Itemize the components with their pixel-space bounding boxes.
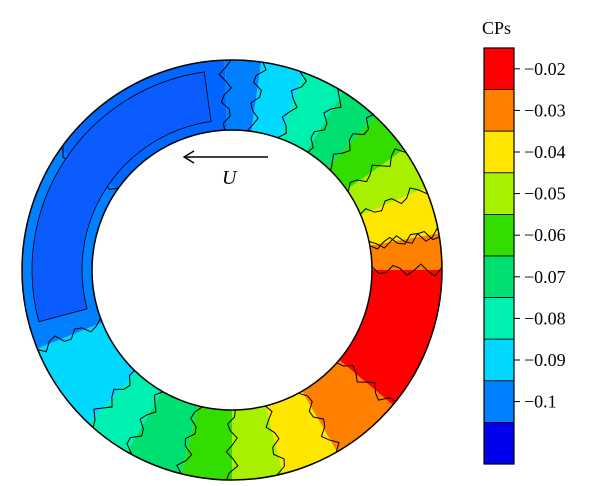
contour-band bbox=[306, 91, 376, 168]
contour-line bbox=[176, 406, 203, 475]
colorbar-swatch bbox=[483, 380, 515, 423]
contour-line bbox=[347, 148, 407, 193]
colorbar-tick-label: −0.06 bbox=[524, 225, 566, 245]
contour-band bbox=[346, 149, 426, 216]
colorbar-tick-label: −0.02 bbox=[524, 59, 566, 79]
colorbar-swatch bbox=[483, 213, 515, 257]
contour-core-band bbox=[31, 71, 212, 323]
contour-line bbox=[37, 318, 102, 353]
flow-arrow-head-icon bbox=[182, 150, 195, 164]
velocity-symbol-label: U bbox=[222, 167, 238, 189]
colorbar-tick-label: −0.09 bbox=[524, 350, 566, 370]
colorbar-tick-label: −0.08 bbox=[524, 308, 566, 328]
contour-band bbox=[369, 233, 442, 270]
contour-band bbox=[232, 405, 283, 480]
contour-line bbox=[298, 392, 340, 453]
colorbar-tick-label: −0.07 bbox=[524, 267, 566, 287]
contour-band bbox=[360, 187, 439, 246]
contour-band bbox=[251, 62, 304, 139]
colorbar-frame bbox=[483, 47, 515, 465]
colorbar-swatches bbox=[483, 47, 515, 465]
contour-band bbox=[279, 72, 344, 152]
contour-band bbox=[224, 60, 262, 132]
colorbar-tick-label: −0.05 bbox=[524, 184, 566, 204]
colorbar-swatch bbox=[483, 47, 515, 90]
contour-line bbox=[360, 187, 428, 215]
flow-direction-annotation: U bbox=[182, 150, 268, 189]
contour-line bbox=[371, 263, 443, 277]
colorbar-tick-label: −0.1 bbox=[524, 392, 557, 412]
contour-line bbox=[307, 88, 342, 153]
contour-band bbox=[181, 405, 232, 480]
colorbar-swatch bbox=[483, 89, 515, 132]
colorbar-ticks: −0.02 −0.03 −0.04 −0.05 −0.06 −0.07 −0.08 −0.09… bbox=[514, 59, 566, 412]
colorbar-tick-label: −0.04 bbox=[524, 142, 566, 162]
contour-line bbox=[225, 409, 239, 481]
colorbar-swatch bbox=[483, 172, 515, 215]
colorbar-tick-label: −0.03 bbox=[524, 100, 566, 120]
contour-band bbox=[339, 233, 443, 405]
colorbar-title: CPs bbox=[482, 18, 511, 38]
colorbar-swatch bbox=[483, 421, 515, 465]
contour-band bbox=[327, 116, 405, 190]
contour-line bbox=[369, 227, 439, 250]
contour-band bbox=[265, 391, 337, 474]
contour-line bbox=[330, 114, 374, 171]
contour-line bbox=[218, 59, 232, 131]
colorbar-swatch bbox=[483, 130, 515, 174]
colorbar-swatch bbox=[483, 255, 515, 298]
colorbar: CPs −0.02−0.03−0.04−0.05−0.06−0.07−0.08−… bbox=[482, 18, 566, 465]
contour-line bbox=[246, 62, 267, 132]
contour-band bbox=[88, 372, 162, 452]
contour-line bbox=[126, 391, 164, 455]
contour-band bbox=[127, 391, 199, 474]
ring-inner-boundary bbox=[91, 129, 373, 411]
contour-band bbox=[302, 359, 393, 452]
ring-outer-boundary bbox=[21, 59, 443, 481]
contour-line bbox=[336, 362, 397, 402]
contour-line bbox=[277, 70, 307, 139]
contour-line bbox=[368, 230, 440, 249]
contour-line bbox=[264, 405, 285, 476]
colorbar-swatch bbox=[483, 297, 515, 340]
contour-line bbox=[92, 370, 135, 428]
annular-contour-ring bbox=[21, 59, 443, 481]
colorbar-swatch bbox=[483, 338, 515, 382]
